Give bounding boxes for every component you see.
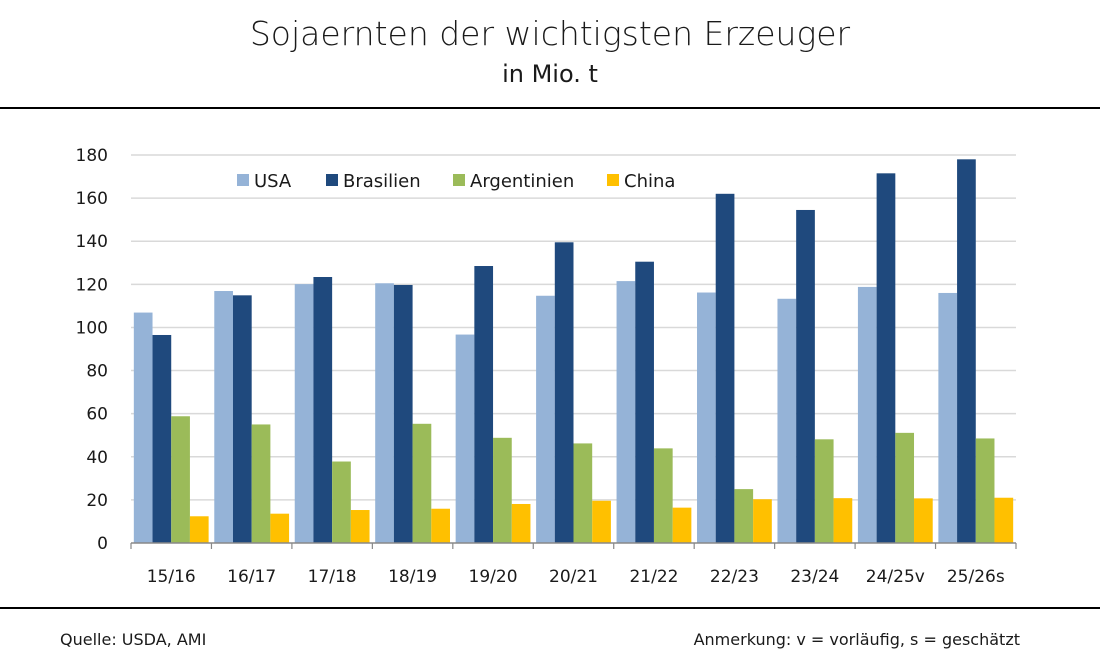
x-tick-label: 18/19 [388, 567, 437, 587]
bar-argentinien-20-21 [573, 443, 593, 543]
x-tick-label: 17/18 [308, 567, 357, 587]
bar-argentinien-22-23 [734, 489, 754, 543]
x-tick-label: 16/17 [227, 567, 276, 587]
y-tick-label: 0 [97, 534, 108, 554]
bar-brasilien-20-21 [554, 242, 574, 544]
y-tick-label: 60 [86, 405, 108, 425]
y-tick-label: 120 [76, 275, 108, 295]
y-tick-label: 100 [76, 318, 108, 338]
legend-label-argentinien: Argentinien [470, 171, 574, 192]
y-tick-label: 20 [86, 491, 108, 511]
bar-argentinien-23-24 [814, 439, 834, 543]
bar-usa-20-21 [536, 295, 555, 543]
bar-china-25-26s [994, 497, 1014, 543]
bar-usa-25-26s [938, 292, 958, 543]
legend-label-brasilien: Brasilien [343, 171, 421, 192]
bar-brasilien-21-22 [635, 261, 654, 543]
bar-usa-21-22 [616, 281, 636, 543]
x-tick-label: 21/22 [629, 567, 678, 587]
top-divider [0, 107, 1100, 109]
bar-usa-23-24 [777, 298, 797, 543]
x-tick-label: 20/21 [549, 567, 598, 587]
legend-swatch-china [607, 174, 619, 186]
bar-argentinien-18-19 [412, 423, 432, 543]
bar-argentinien-16-17 [251, 424, 271, 543]
bar-brasilien-19-20 [474, 266, 494, 543]
x-tick-label: 23/24 [790, 567, 839, 587]
bar-argentinien-15-16 [171, 416, 190, 543]
bar-usa-19-20 [455, 334, 475, 543]
annotation-note: Anmerkung: v = vorläufig, s = geschätzt [693, 630, 1020, 649]
y-tick-label: 140 [76, 232, 108, 252]
y-tick-label: 80 [86, 362, 108, 382]
bar-china-24-25v [914, 498, 933, 543]
bar-brasilien-15-16 [152, 334, 172, 543]
bar-brasilien-22-23 [715, 193, 735, 544]
bar-argentinien-19-20 [493, 437, 512, 543]
bar-usa-17-18 [294, 284, 314, 543]
bar-usa-24-25v [857, 286, 877, 543]
bar-brasilien-16-17 [232, 295, 252, 543]
chart-title: Sojaernten der wichtigsten Erzeuger [249, 14, 851, 53]
bar-argentinien-21-22 [653, 448, 673, 543]
source-note: Quelle: USDA, AMI [60, 630, 207, 649]
bar-china-21-22 [672, 507, 692, 543]
bar-china-22-23 [753, 499, 772, 543]
bar-china-20-21 [592, 500, 611, 543]
bar-argentinien-24-25v [895, 432, 915, 543]
x-tick-label: 15/16 [147, 567, 196, 587]
bar-brasilien-24-25v [876, 173, 896, 544]
legend-swatch-argentinien [453, 174, 465, 186]
bar-china-16-17 [270, 513, 290, 543]
bar-brasilien-18-19 [393, 284, 413, 543]
legend-label-usa: USA [254, 171, 292, 192]
bar-brasilien-23-24 [796, 209, 815, 543]
bar-brasilien-17-18 [313, 277, 333, 543]
x-tick-label: 24/25v [866, 567, 925, 587]
y-tick-label: 160 [76, 189, 108, 209]
legend-swatch-brasilien [326, 174, 338, 186]
legend-label-china: China [624, 171, 675, 192]
bar-usa-16-17 [214, 291, 233, 543]
x-tick-label: 19/20 [469, 567, 518, 587]
y-tick-label: 40 [86, 448, 108, 468]
bar-argentinien-17-18 [332, 461, 351, 543]
bar-china-17-18 [350, 510, 370, 543]
bar-usa-18-19 [375, 283, 394, 543]
legend-swatch-usa [237, 174, 249, 186]
bar-usa-15-16 [133, 312, 153, 543]
bar-china-18-19 [431, 508, 450, 543]
bar-china-23-24 [833, 498, 853, 543]
x-tick-label: 25/26s [947, 567, 1005, 587]
bottom-divider [0, 607, 1100, 609]
x-tick-label: 22/23 [710, 567, 759, 587]
bar-china-19-20 [511, 503, 531, 543]
bar-argentinien-25-26s [975, 438, 995, 543]
chart-subtitle: in Mio. t [502, 60, 598, 88]
bar-brasilien-25-26s [957, 159, 976, 544]
y-tick-label: 180 [76, 146, 108, 166]
bar-china-15-16 [189, 516, 209, 543]
bar-usa-22-23 [697, 292, 716, 543]
